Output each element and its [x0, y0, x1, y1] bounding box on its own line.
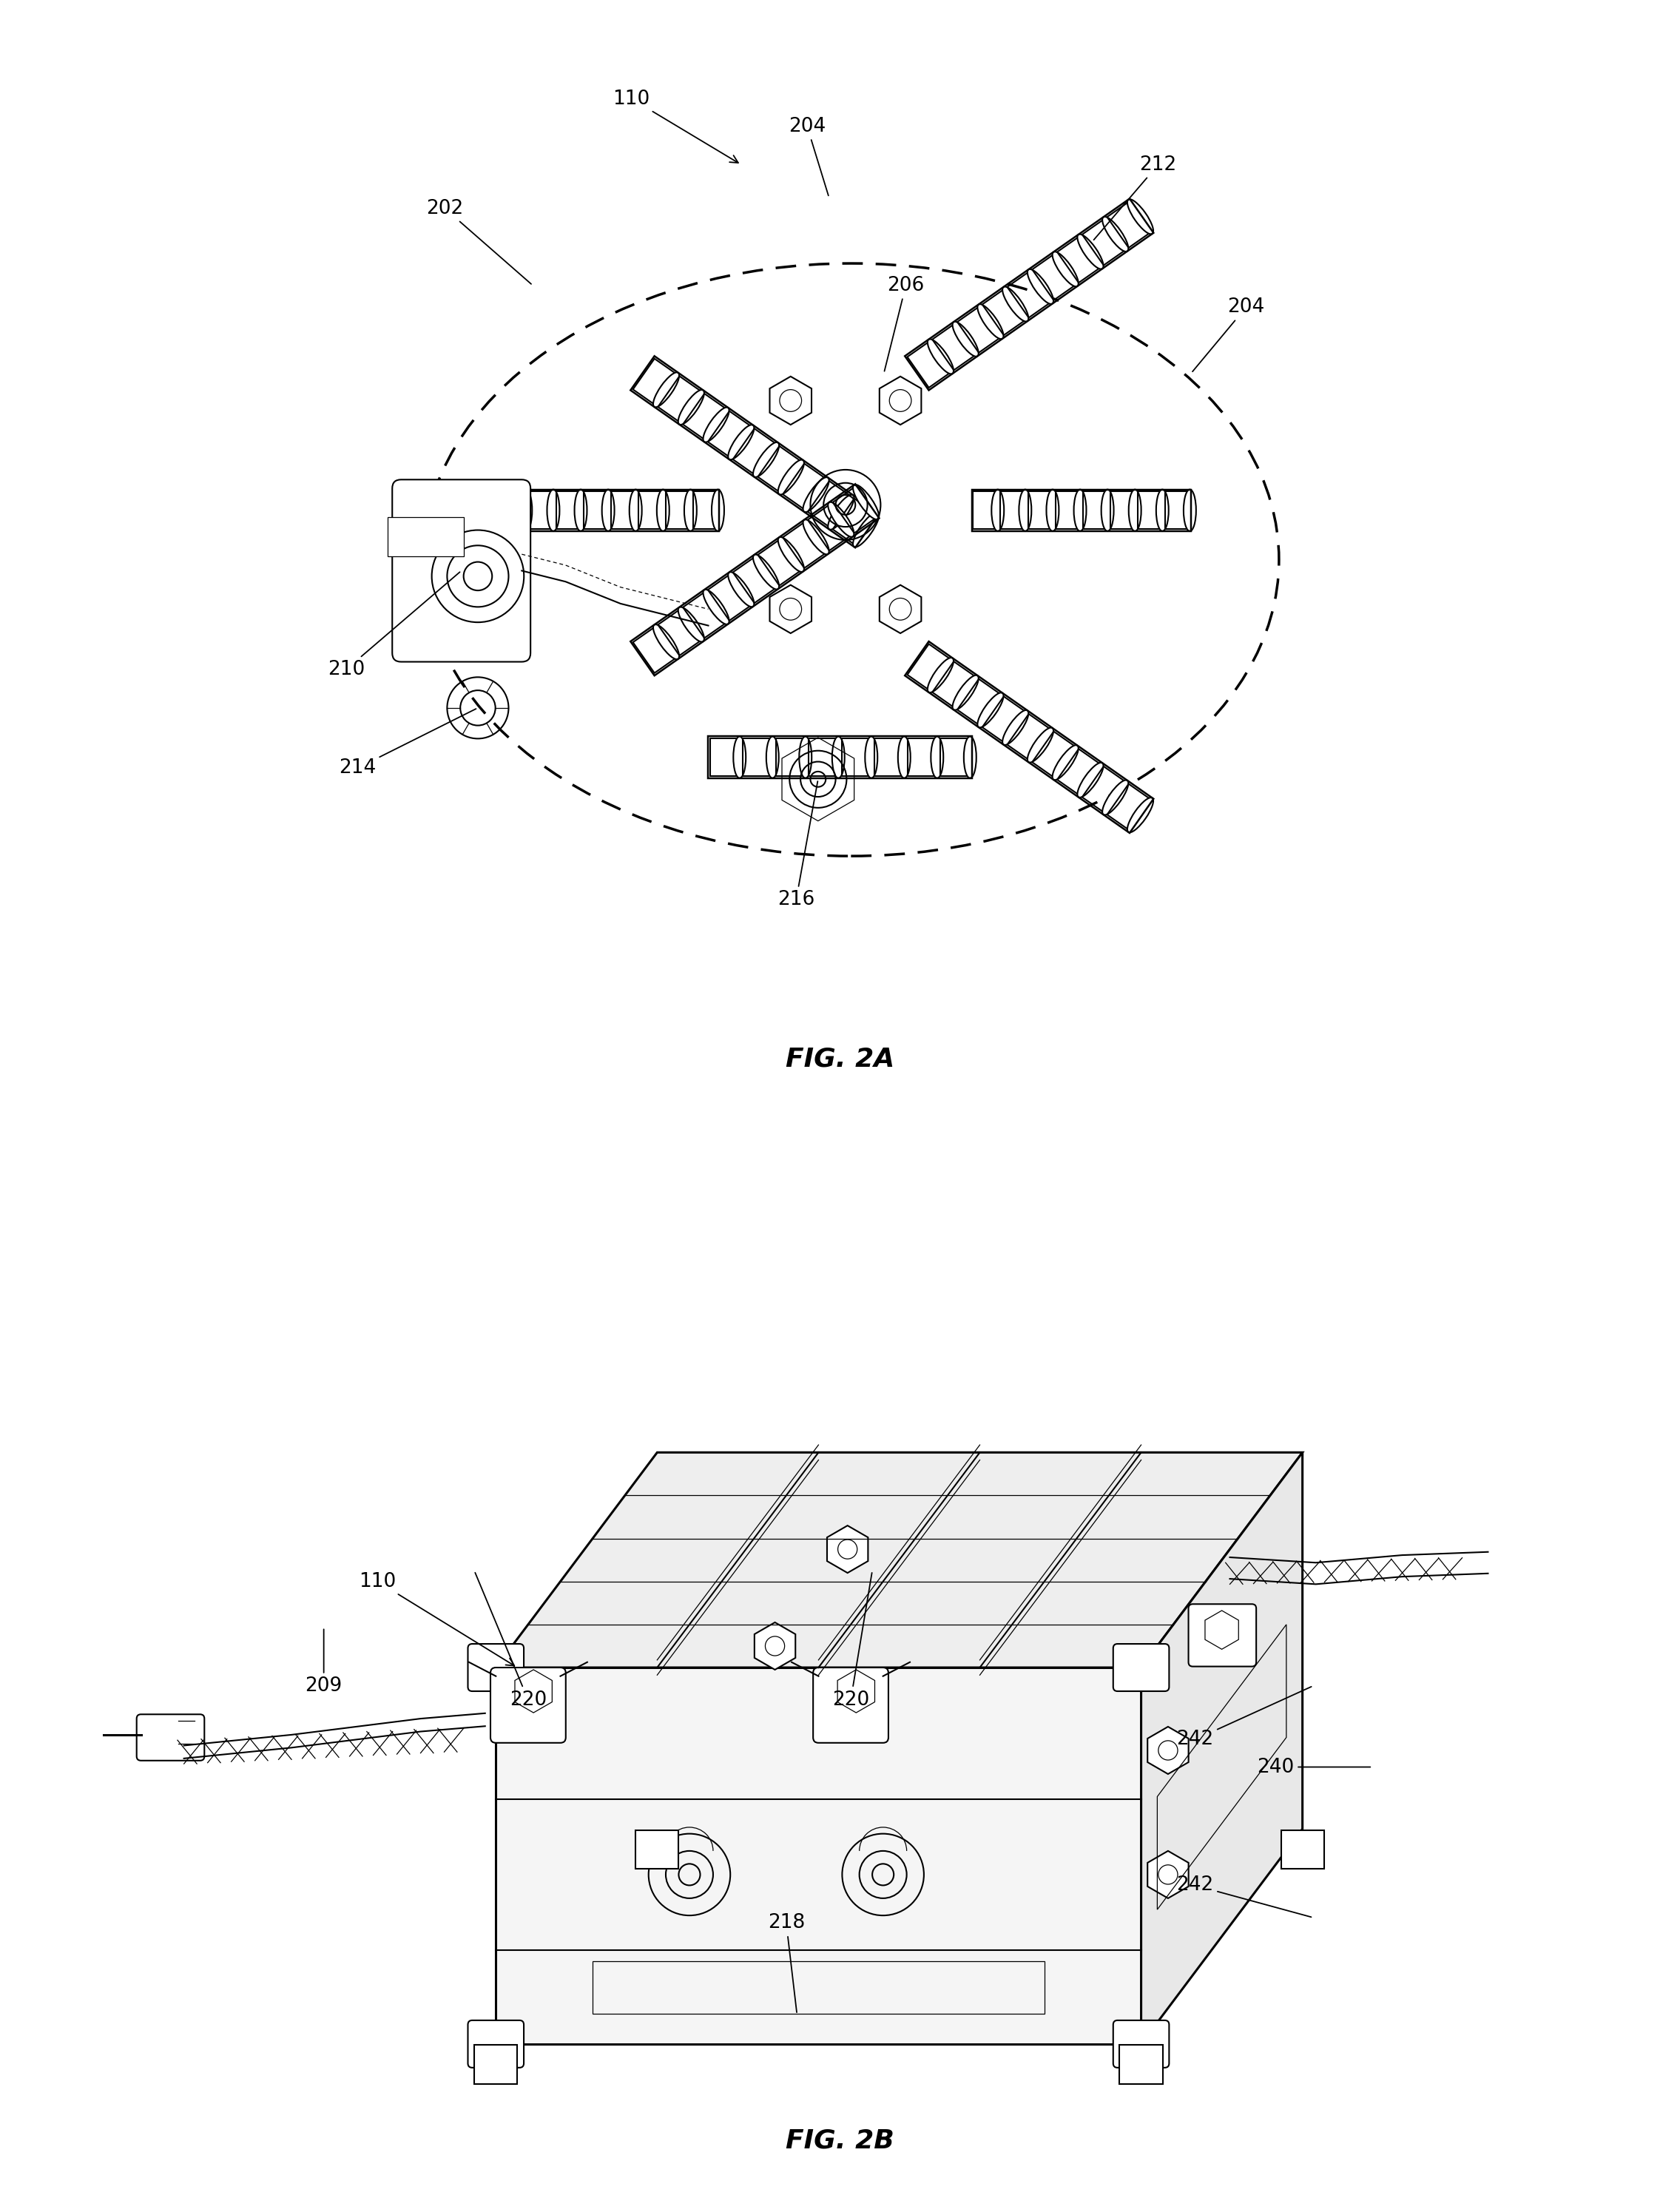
- Ellipse shape: [828, 494, 853, 529]
- Ellipse shape: [803, 520, 828, 555]
- Text: 242: 242: [1176, 1877, 1310, 1916]
- Ellipse shape: [679, 391, 704, 424]
- Text: 240: 240: [1257, 1758, 1371, 1776]
- Text: 216: 216: [778, 781, 818, 909]
- Ellipse shape: [630, 489, 642, 531]
- Text: 220: 220: [475, 1572, 546, 1710]
- Ellipse shape: [978, 694, 1003, 727]
- Polygon shape: [496, 1453, 1302, 1668]
- Ellipse shape: [1052, 744, 1079, 779]
- Polygon shape: [1141, 1453, 1302, 2044]
- Ellipse shape: [832, 738, 845, 779]
- Text: 242: 242: [1176, 1686, 1312, 1749]
- Ellipse shape: [1077, 762, 1104, 797]
- Ellipse shape: [991, 489, 1005, 531]
- FancyBboxPatch shape: [1119, 2046, 1163, 2083]
- Ellipse shape: [1052, 252, 1079, 288]
- Ellipse shape: [684, 489, 697, 531]
- Ellipse shape: [1003, 288, 1028, 320]
- Ellipse shape: [1183, 489, 1196, 531]
- Ellipse shape: [1129, 489, 1141, 531]
- Ellipse shape: [978, 305, 1003, 338]
- Ellipse shape: [727, 426, 754, 459]
- Ellipse shape: [679, 608, 704, 641]
- Ellipse shape: [1127, 200, 1154, 235]
- Ellipse shape: [654, 373, 679, 408]
- Ellipse shape: [927, 338, 954, 373]
- FancyBboxPatch shape: [491, 1668, 566, 1743]
- Text: 204: 204: [1193, 299, 1265, 371]
- Text: 110: 110: [613, 90, 738, 162]
- Ellipse shape: [803, 476, 828, 511]
- FancyBboxPatch shape: [469, 1644, 524, 1690]
- FancyBboxPatch shape: [1188, 1605, 1257, 1666]
- Ellipse shape: [964, 738, 976, 779]
- Ellipse shape: [601, 489, 615, 531]
- Ellipse shape: [753, 555, 780, 590]
- Ellipse shape: [1102, 217, 1129, 252]
- Ellipse shape: [575, 489, 586, 531]
- FancyBboxPatch shape: [388, 518, 464, 558]
- Ellipse shape: [548, 489, 559, 531]
- Ellipse shape: [931, 738, 944, 779]
- Ellipse shape: [704, 408, 729, 441]
- Text: 202: 202: [427, 200, 531, 283]
- FancyBboxPatch shape: [813, 1668, 889, 1743]
- Text: 210: 210: [328, 573, 460, 678]
- Ellipse shape: [654, 623, 679, 658]
- FancyBboxPatch shape: [1280, 1831, 1324, 1868]
- Ellipse shape: [778, 459, 805, 494]
- FancyBboxPatch shape: [136, 1714, 205, 1760]
- Ellipse shape: [853, 485, 879, 520]
- Ellipse shape: [828, 503, 853, 538]
- Ellipse shape: [800, 738, 811, 779]
- Ellipse shape: [1020, 489, 1032, 531]
- Ellipse shape: [704, 590, 729, 623]
- Ellipse shape: [1047, 489, 1058, 531]
- Ellipse shape: [1102, 779, 1129, 814]
- Ellipse shape: [766, 738, 780, 779]
- Ellipse shape: [1074, 489, 1087, 531]
- Ellipse shape: [1028, 270, 1053, 305]
- Text: 212: 212: [1094, 156, 1178, 239]
- Ellipse shape: [853, 511, 879, 547]
- Ellipse shape: [778, 538, 805, 573]
- Ellipse shape: [1003, 711, 1028, 744]
- Ellipse shape: [519, 489, 533, 531]
- Ellipse shape: [753, 441, 780, 476]
- FancyBboxPatch shape: [391, 479, 531, 663]
- Text: 204: 204: [788, 116, 828, 195]
- Ellipse shape: [1028, 727, 1053, 762]
- Ellipse shape: [953, 676, 978, 709]
- Ellipse shape: [1156, 489, 1169, 531]
- Text: 110: 110: [360, 1572, 514, 1666]
- Ellipse shape: [1077, 235, 1104, 270]
- Text: FIG. 2B: FIG. 2B: [786, 2129, 894, 2153]
- FancyBboxPatch shape: [635, 1831, 679, 1868]
- Ellipse shape: [727, 573, 754, 606]
- Text: 214: 214: [339, 709, 475, 777]
- Ellipse shape: [1102, 489, 1114, 531]
- Ellipse shape: [953, 323, 978, 356]
- FancyBboxPatch shape: [1114, 1644, 1169, 1690]
- Ellipse shape: [734, 738, 746, 779]
- Ellipse shape: [1127, 797, 1154, 832]
- Text: FIG. 2A: FIG. 2A: [786, 1047, 894, 1071]
- Polygon shape: [496, 1668, 1141, 2044]
- Ellipse shape: [897, 738, 911, 779]
- Text: 209: 209: [306, 1629, 343, 1697]
- Text: 220: 220: [832, 1574, 872, 1710]
- Ellipse shape: [657, 489, 669, 531]
- FancyBboxPatch shape: [1114, 2019, 1169, 2068]
- Text: 206: 206: [884, 277, 924, 371]
- FancyBboxPatch shape: [474, 2046, 517, 2083]
- FancyBboxPatch shape: [469, 2019, 524, 2068]
- Text: 218: 218: [768, 1914, 805, 2013]
- Ellipse shape: [927, 658, 954, 694]
- Ellipse shape: [712, 489, 724, 531]
- Ellipse shape: [865, 738, 877, 779]
